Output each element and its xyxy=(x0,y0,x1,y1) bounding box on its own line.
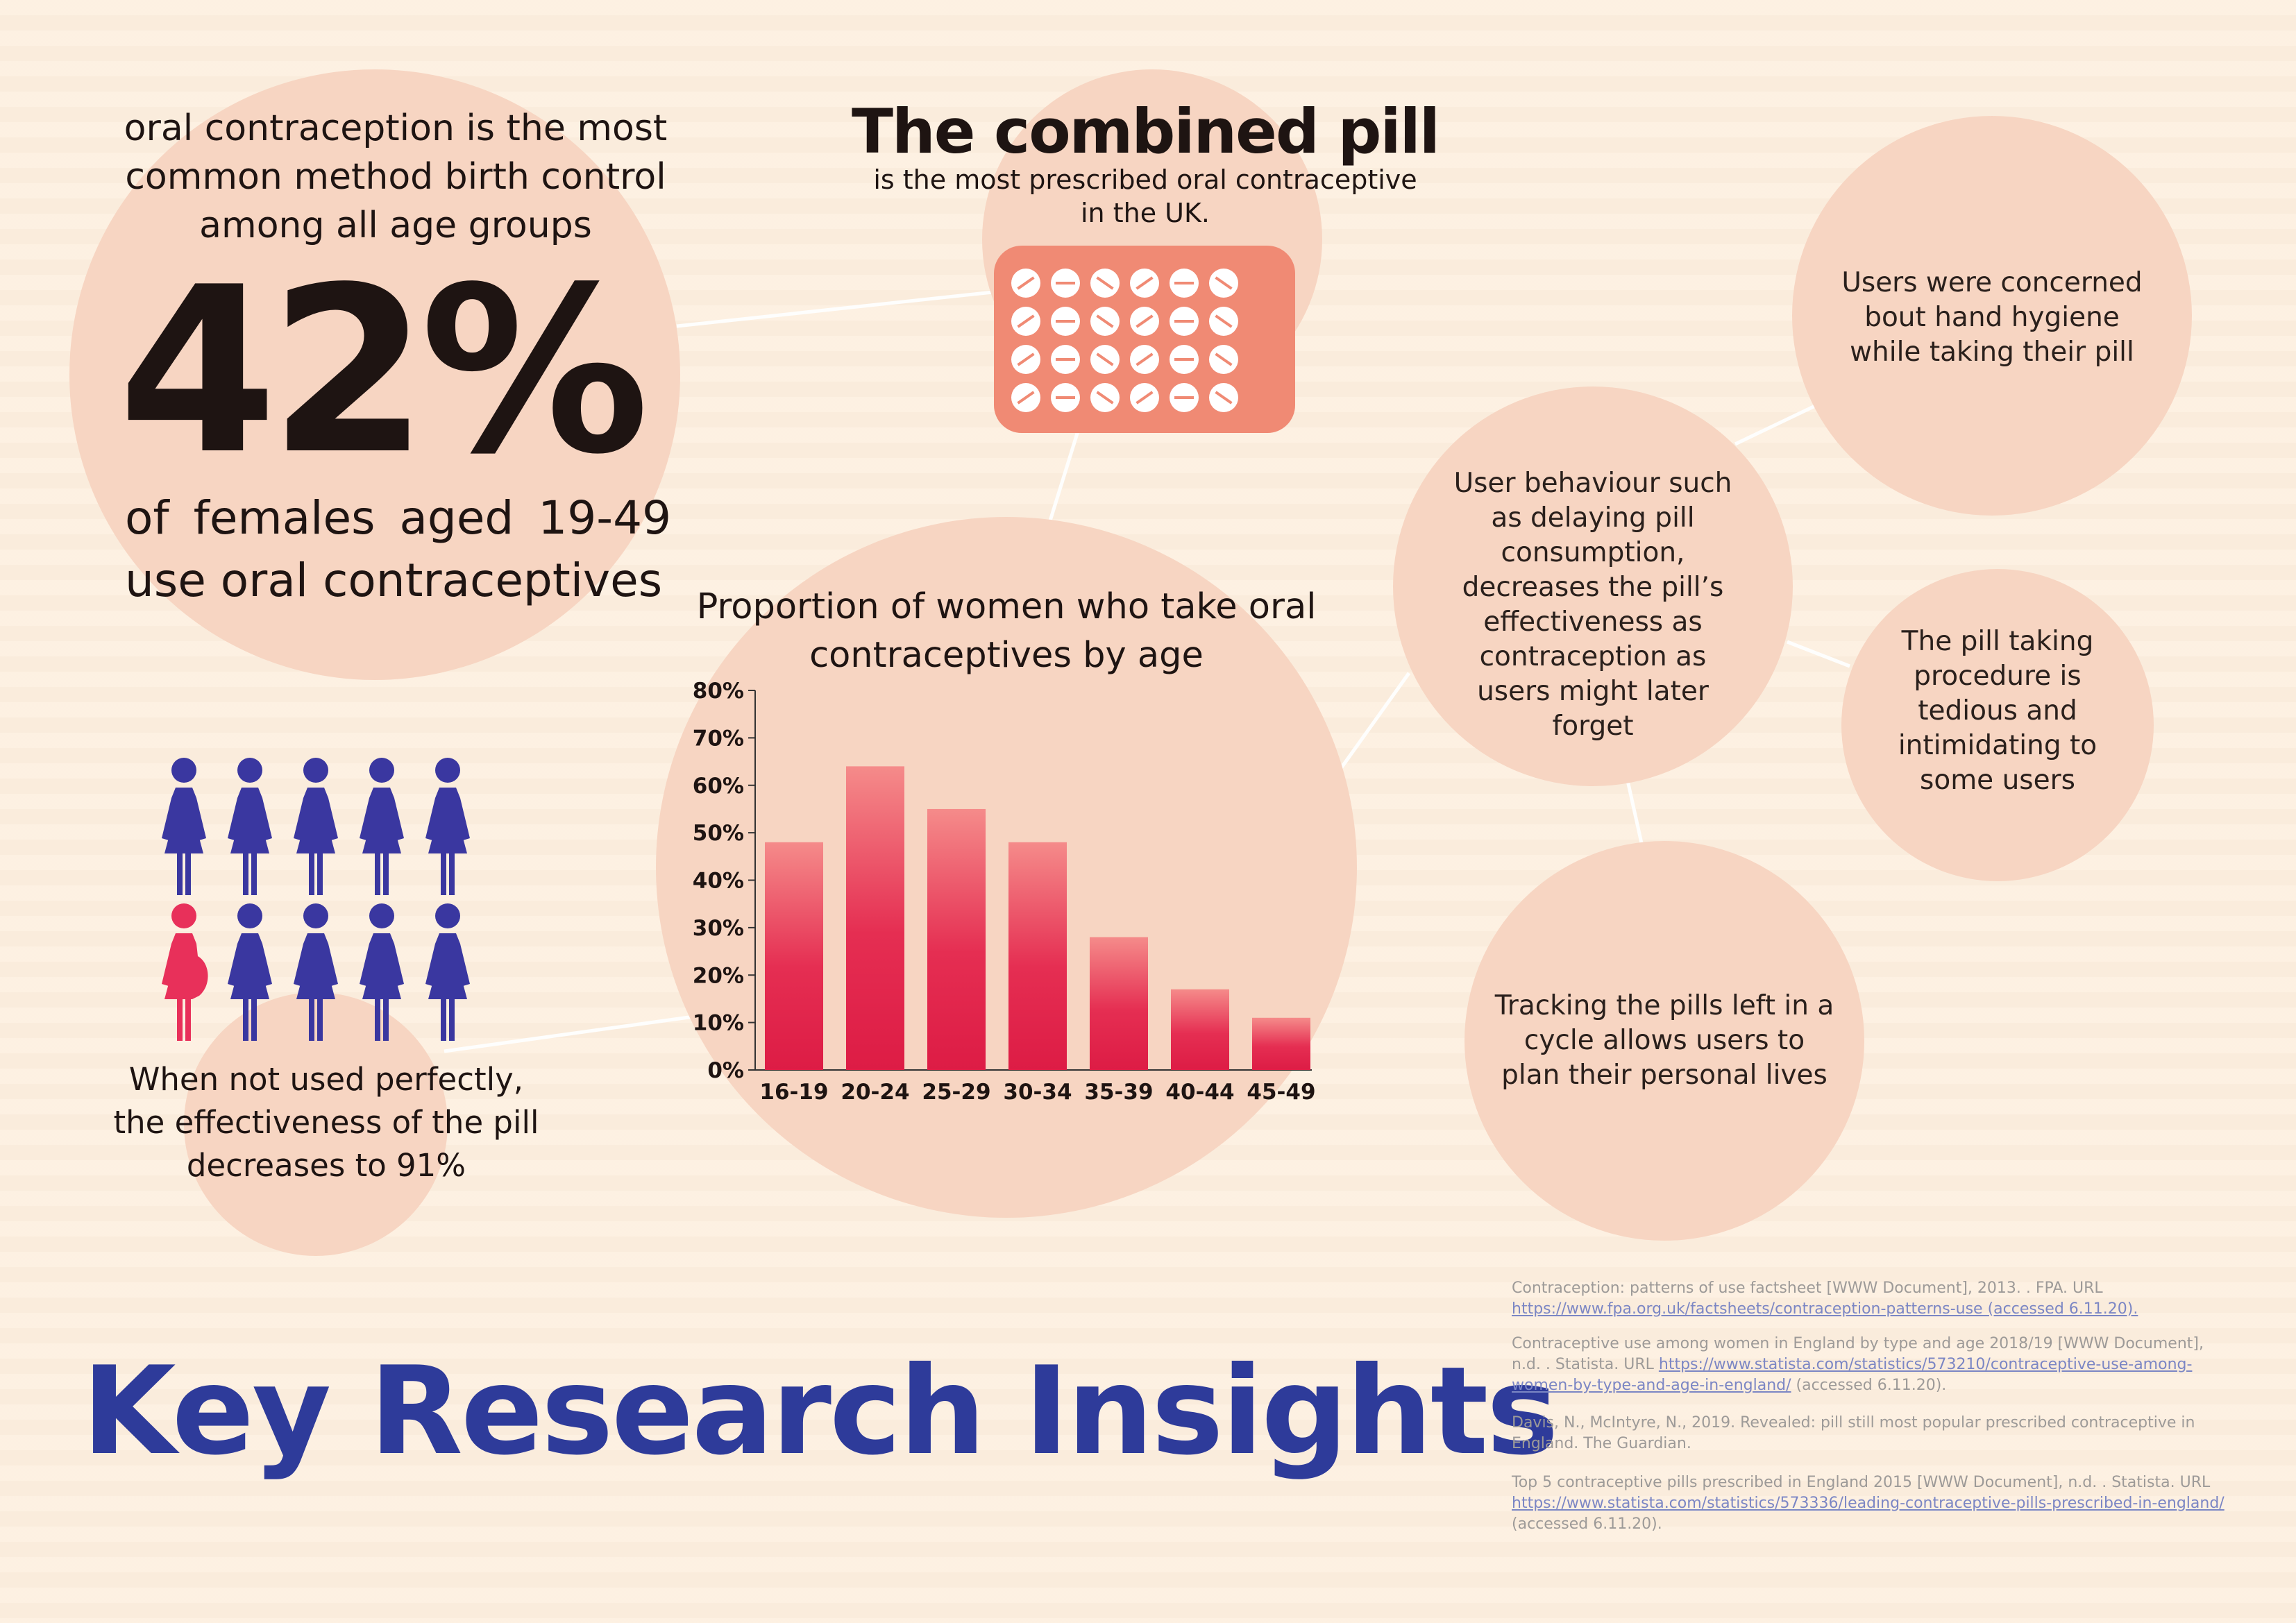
reference-2-link[interactable]: https://www.statista.com/statistics/5732… xyxy=(1512,1356,2193,1394)
woman-figure-icon xyxy=(425,758,470,895)
connector-line xyxy=(1787,640,1850,668)
woman-figure-icon xyxy=(294,903,338,1041)
bar-40-44 xyxy=(1171,989,1229,1070)
chart-title: Proportion of women who take oral contra… xyxy=(696,586,1317,676)
y-tick-label: 70% xyxy=(693,726,744,751)
pill-pack-icon xyxy=(994,246,1295,433)
y-tick-label: 10% xyxy=(693,1011,744,1036)
y-tick-label: 80% xyxy=(693,679,744,704)
pill-icon xyxy=(1130,383,1159,412)
pill-icon xyxy=(1051,383,1080,412)
y-tick-label: 20% xyxy=(693,963,744,988)
pill-icon xyxy=(1090,345,1120,374)
connector-line xyxy=(676,289,1000,328)
woman-figure-icon xyxy=(360,903,404,1041)
pill-icon xyxy=(1209,383,1238,412)
y-tick-label: 40% xyxy=(693,869,744,894)
pill-icon xyxy=(1090,383,1120,412)
connector-line xyxy=(1626,780,1644,844)
percent-description-line1: of females aged 19-49 xyxy=(125,491,672,545)
insight-tracking: Tracking the pills left in a cycle allow… xyxy=(1494,990,1834,1091)
pill-icon xyxy=(1011,269,1040,298)
pill-icon xyxy=(1011,345,1040,374)
insight-procedure: The pill taking procedure is tedious and… xyxy=(1898,626,2097,796)
x-tick-label: 30-34 xyxy=(1003,1080,1072,1105)
pill-icon xyxy=(1209,269,1238,298)
reference-3: Davis, N., McIntyre, N., 2019. Revealed:… xyxy=(1512,1414,2195,1452)
pill-icon xyxy=(1090,307,1120,336)
bar-45-49 xyxy=(1252,1017,1310,1070)
bar-20-24 xyxy=(846,766,904,1070)
woman-figure-icon xyxy=(425,903,470,1041)
pill-icon xyxy=(1130,307,1159,336)
women-figures-icon xyxy=(162,758,470,1041)
reference-4-link[interactable]: https://www.statista.com/statistics/5733… xyxy=(1512,1495,2225,1512)
reference-1-link[interactable]: https://www.fpa.org.uk/factsheets/contra… xyxy=(1512,1300,2138,1318)
pill-icon xyxy=(1209,345,1238,374)
percent-description-line2: use oral contraceptives xyxy=(125,554,663,607)
connector-line xyxy=(1337,672,1411,772)
x-tick-label: 45-49 xyxy=(1247,1080,1315,1105)
pill-icon xyxy=(1170,345,1199,374)
bar-16-19 xyxy=(765,842,823,1070)
pill-icon xyxy=(1170,307,1199,336)
circle-behaviour xyxy=(1393,386,1793,786)
percent-stat: 42% xyxy=(118,238,650,504)
percent-description: of females aged 19-49 use oral contracep… xyxy=(125,487,680,612)
woman-figure-icon xyxy=(360,758,404,895)
y-tick-label: 0% xyxy=(707,1058,744,1083)
pill-icon xyxy=(1209,307,1238,336)
pill-icon xyxy=(1051,307,1080,336)
x-tick-label: 20-24 xyxy=(841,1080,909,1105)
pill-icon xyxy=(1090,269,1120,298)
circle-procedure xyxy=(1841,569,2154,881)
bar-25-29 xyxy=(927,808,986,1070)
woman-figure-icon xyxy=(162,758,206,895)
pill-icon xyxy=(1170,269,1199,298)
pill-icon xyxy=(1011,383,1040,412)
pill-icon xyxy=(1051,269,1080,298)
circle-42-percent xyxy=(69,69,680,680)
bar-30-34 xyxy=(1008,842,1067,1070)
pill-icon xyxy=(1130,345,1159,374)
woman-figure-icon xyxy=(228,758,272,895)
pill-subtitle-line1: is the most prescribed oral contraceptiv… xyxy=(873,164,1417,195)
page-title: Key Research Insights xyxy=(82,1341,1559,1482)
pill-title: The combined pill xyxy=(852,96,1440,167)
intro-text: oral contraception is the most common me… xyxy=(124,108,668,246)
connector-line xyxy=(444,1014,695,1053)
insight-behaviour: User behaviour such as delaying pill con… xyxy=(1453,468,1732,742)
pill-icon xyxy=(1170,383,1199,412)
x-tick-label: 40-44 xyxy=(1165,1080,1234,1105)
woman-figure-icon xyxy=(294,758,338,895)
connector-line xyxy=(1734,404,1816,446)
circle-tracking xyxy=(1464,841,1864,1241)
pill-subtitle-line2: in the UK. xyxy=(1081,198,1210,228)
circle-hygiene xyxy=(1792,116,2192,516)
x-tick-label: 35-39 xyxy=(1084,1080,1153,1105)
reference-1: Contraception: patterns of use factsheet… xyxy=(1512,1280,2138,1318)
reference-2: Contraceptive use among women in England… xyxy=(1512,1335,2204,1394)
y-tick-label: 30% xyxy=(693,916,744,941)
effectiveness-text: When not used perfectly, the effectivene… xyxy=(113,1061,539,1184)
pill-icon xyxy=(1051,345,1080,374)
pill-icon xyxy=(1011,307,1040,336)
circle-effectiveness xyxy=(184,992,448,1256)
y-tick-label: 60% xyxy=(693,774,744,799)
reference-4: Top 5 contraceptive pills prescribed in … xyxy=(1512,1474,2225,1533)
bar-35-39 xyxy=(1090,937,1148,1070)
x-tick-label: 16-19 xyxy=(759,1080,828,1105)
x-tick-label: 25-29 xyxy=(922,1080,990,1105)
insight-hygiene: Users were concerned bout hand hygiene w… xyxy=(1841,267,2143,368)
woman-figure-icon xyxy=(228,903,272,1041)
bar-chart: 0% 10% 20% 30% 40% 50% 60% 70% 80% 16-19 20-24 25-2… xyxy=(693,679,1316,1105)
connector-line xyxy=(1046,426,1081,528)
pill-subtitle: is the most prescribed oral contraceptiv… xyxy=(833,163,1458,230)
y-tick-label: 50% xyxy=(693,821,744,846)
woman-figure-highlighted-icon xyxy=(162,903,208,1041)
pill-icon xyxy=(1130,269,1159,298)
